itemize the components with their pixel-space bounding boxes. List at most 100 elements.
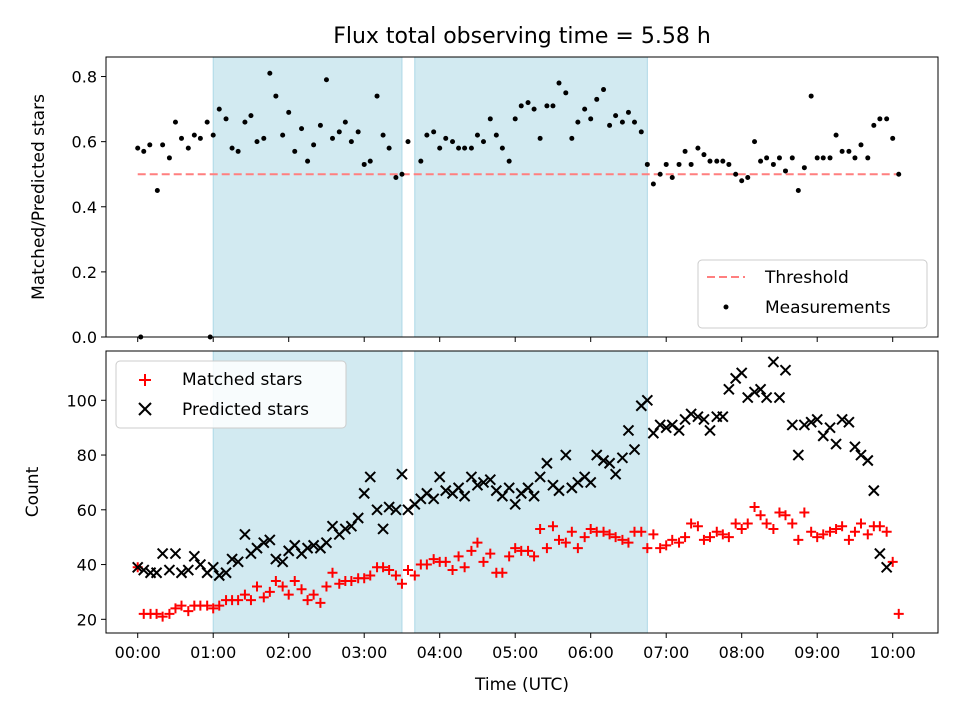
- predicted-star-point: [150, 567, 163, 579]
- matched-star-point: [704, 532, 715, 543]
- matched-star-point: [849, 526, 860, 537]
- predicted-star-point: [377, 523, 389, 535]
- predicted-star-point: [660, 421, 672, 434]
- legend-measurements-swatch: [723, 304, 729, 310]
- matched-star-point: [812, 532, 823, 543]
- y-tick-label: 100: [66, 391, 97, 410]
- measurement-point: [601, 87, 607, 93]
- matched-star-point: [837, 521, 848, 532]
- matched-star-point: [183, 606, 194, 617]
- predicted-star-point: [798, 419, 811, 431]
- measurement-point: [424, 132, 430, 138]
- measurement-point: [619, 119, 625, 125]
- matched-star-point: [384, 565, 395, 576]
- predicted-star-point: [647, 427, 660, 439]
- matched-star-point: [459, 562, 470, 573]
- predicted-star-point: [685, 408, 697, 420]
- x-axis-label: Time (UTC): [474, 675, 569, 695]
- measurement-point: [480, 139, 486, 145]
- measurement-point: [493, 132, 499, 138]
- measurement-point: [795, 187, 801, 193]
- matched-star-point: [874, 521, 885, 532]
- measurement-point: [846, 148, 852, 154]
- matched-star-point: [296, 584, 307, 595]
- matched-star-point: [529, 551, 540, 562]
- predicted-star-point: [239, 528, 251, 541]
- predicted-star-point: [597, 454, 610, 467]
- matched-star-point: [566, 526, 577, 537]
- measurement-point: [399, 171, 405, 177]
- x-tick-label: 00:00: [115, 643, 161, 662]
- matched-star-point: [245, 595, 256, 606]
- matched-star-point: [787, 518, 798, 529]
- x-tick-label: 09:00: [794, 643, 840, 662]
- predicted-star-point: [458, 490, 471, 502]
- matched-star-point: [862, 529, 873, 540]
- predicted-star-point: [673, 424, 685, 437]
- predicted-star-point: [874, 547, 886, 560]
- predicted-star-point: [528, 490, 540, 502]
- predicted-star-point: [175, 567, 188, 579]
- y-tick-label: 20: [77, 610, 97, 629]
- shaded-interval-2: [414, 56, 648, 338]
- measurement-point: [569, 135, 575, 141]
- predicted-star-point: [132, 561, 144, 573]
- matched-star-point: [831, 523, 842, 534]
- y-tick-label: 80: [77, 446, 97, 465]
- top-y-axis-label: Matched/Predicted stars: [29, 94, 49, 300]
- bottom-legend: Matched stars Predicted stars: [115, 360, 347, 429]
- matched-star-point: [523, 545, 534, 556]
- predicted-star-point: [723, 383, 735, 396]
- matched-star-point: [402, 565, 413, 576]
- matched-star-point: [478, 556, 489, 567]
- matched-star-point: [541, 543, 552, 554]
- measurement-point: [443, 135, 449, 141]
- predicted-star-point: [156, 547, 169, 560]
- matched-star-point: [302, 595, 313, 606]
- measurement-point: [235, 148, 241, 154]
- measurement-point: [456, 145, 462, 151]
- predicted-star-point: [603, 457, 616, 469]
- measurement-point: [348, 139, 354, 145]
- matched-star-point: [164, 608, 175, 619]
- shaded-interval-1: [212, 56, 403, 338]
- matched-star-point: [642, 543, 653, 554]
- matched-star-point: [780, 510, 791, 521]
- matched-star-point: [321, 581, 332, 592]
- measurement-point: [871, 122, 877, 128]
- predicted-star-point: [301, 542, 314, 554]
- matched-star-point: [655, 543, 666, 554]
- predicted-star-point: [452, 482, 465, 494]
- measurement-point: [367, 158, 373, 164]
- measurement-point: [487, 116, 493, 122]
- predicted-star-point: [345, 520, 358, 532]
- chart-title: Flux total observing time = 5.58 h: [333, 24, 711, 49]
- predicted-star-point: [169, 547, 182, 560]
- predicted-star-point: [471, 479, 484, 491]
- matched-star-point: [504, 551, 515, 562]
- matched-star-point: [466, 545, 477, 556]
- matched-star-point: [585, 523, 596, 534]
- measurement-point: [752, 139, 758, 145]
- measurement-point: [450, 139, 456, 145]
- matched-star-point: [258, 592, 269, 603]
- x-tick-label: 02:00: [266, 643, 312, 662]
- x-tick-label: 08:00: [719, 643, 765, 662]
- measurement-point: [437, 145, 443, 151]
- predicted-star-point: [503, 482, 515, 494]
- measurement-point: [311, 142, 317, 148]
- measurement-point: [261, 135, 267, 141]
- measurement-point: [865, 155, 871, 161]
- matched-star-point: [239, 589, 250, 600]
- legend-predicted-swatch: [138, 402, 152, 416]
- matched-star-point: [208, 603, 219, 614]
- matched-star-point: [289, 575, 300, 586]
- measurement-point: [361, 161, 367, 167]
- matched-star-point: [636, 526, 647, 537]
- bottom-y-axis-label: Count: [23, 466, 43, 517]
- matched-star-point: [717, 529, 728, 540]
- y-tick-label: 0.6: [72, 133, 97, 152]
- measurement-point: [474, 132, 480, 138]
- measurement-point: [336, 129, 342, 135]
